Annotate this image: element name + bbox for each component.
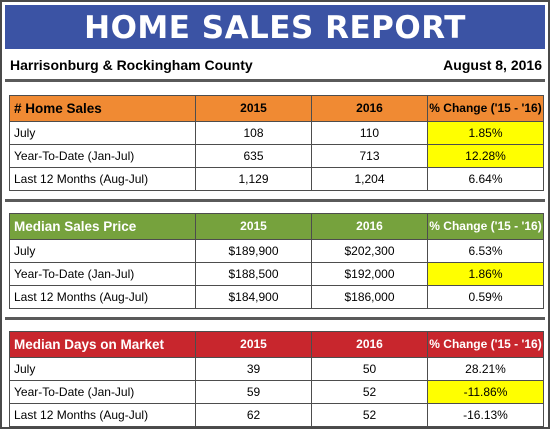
value-2016: $202,300 <box>311 239 428 263</box>
table-row: July 108 110 1.85% <box>9 121 544 145</box>
value-2016: 713 <box>311 144 428 168</box>
row-label: Year-To-Date (Jan-Jul) <box>9 380 196 404</box>
report-title: HOME SALES REPORT <box>5 5 545 49</box>
table-heading: # Home Sales <box>9 95 196 122</box>
value-change: 12.28% <box>427 144 544 168</box>
value-2016: 110 <box>311 121 428 145</box>
value-2015: 59 <box>195 380 312 404</box>
table-row: Year-To-Date (Jan-Jul) 635 713 12.28% <box>9 144 544 168</box>
home-sales-table: # Home Sales 2015 2016 % Change ('15 - '… <box>9 95 544 191</box>
row-label: Last 12 Months (Aug-Jul) <box>9 403 196 427</box>
median-price-table: Median Sales Price 2015 2016 % Change ('… <box>9 213 544 309</box>
table-heading: Median Days on Market <box>9 331 196 358</box>
column-header-2015: 2015 <box>195 213 312 240</box>
report-subheader: Harrisonburg & Rockingham County August … <box>10 55 542 75</box>
value-2016: 50 <box>311 357 428 381</box>
median-days-table: Median Days on Market 2015 2016 % Change… <box>9 331 544 427</box>
value-change: 28.21% <box>427 357 544 381</box>
column-header-2016: 2016 <box>311 213 428 240</box>
table-heading: Median Sales Price <box>9 213 196 240</box>
value-2015: 39 <box>195 357 312 381</box>
value-2015: 108 <box>195 121 312 145</box>
row-label: July <box>9 357 196 381</box>
row-label: Last 12 Months (Aug-Jul) <box>9 167 196 191</box>
value-2015: 62 <box>195 403 312 427</box>
table-row: July $189,900 $202,300 6.53% <box>9 239 544 263</box>
value-change: -16.13% <box>427 403 544 427</box>
value-change: 6.64% <box>427 167 544 191</box>
row-label: Year-To-Date (Jan-Jul) <box>9 262 196 286</box>
value-change: 6.53% <box>427 239 544 263</box>
value-2016: 1,204 <box>311 167 428 191</box>
value-2016: 52 <box>311 380 428 404</box>
table-row: Last 12 Months (Aug-Jul) $184,900 $186,0… <box>9 285 544 309</box>
location-label: Harrisonburg & Rockingham County <box>10 57 253 73</box>
value-change: -11.86% <box>427 380 544 404</box>
column-header-2015: 2015 <box>195 95 312 122</box>
value-change: 1.85% <box>427 121 544 145</box>
value-2015: 1,129 <box>195 167 312 191</box>
value-change: 1.86% <box>427 262 544 286</box>
value-2016: $192,000 <box>311 262 428 286</box>
value-2015: $184,900 <box>195 285 312 309</box>
row-label: Last 12 Months (Aug-Jul) <box>9 285 196 309</box>
divider <box>5 199 545 202</box>
column-header-change: % Change ('15 - '16) <box>427 95 544 122</box>
column-header-2016: 2016 <box>311 331 428 358</box>
row-label: July <box>9 121 196 145</box>
table-header-row: Median Days on Market 2015 2016 % Change… <box>9 331 544 358</box>
table-header-row: # Home Sales 2015 2016 % Change ('15 - '… <box>9 95 544 122</box>
report-date: August 8, 2016 <box>443 57 542 73</box>
column-header-change: % Change ('15 - '16) <box>427 213 544 240</box>
table-row: July 39 50 28.21% <box>9 357 544 381</box>
column-header-change: % Change ('15 - '16) <box>427 331 544 358</box>
divider <box>5 317 545 320</box>
value-2015: $188,500 <box>195 262 312 286</box>
table-row: Year-To-Date (Jan-Jul) 59 52 -11.86% <box>9 380 544 404</box>
row-label: Year-To-Date (Jan-Jul) <box>9 144 196 168</box>
divider <box>5 79 545 82</box>
value-change: 0.59% <box>427 285 544 309</box>
table-row: Last 12 Months (Aug-Jul) 1,129 1,204 6.6… <box>9 167 544 191</box>
value-2015: $189,900 <box>195 239 312 263</box>
value-2016: $186,000 <box>311 285 428 309</box>
value-2015: 635 <box>195 144 312 168</box>
column-header-2016: 2016 <box>311 95 428 122</box>
table-row: Last 12 Months (Aug-Jul) 62 52 -16.13% <box>9 403 544 427</box>
table-row: Year-To-Date (Jan-Jul) $188,500 $192,000… <box>9 262 544 286</box>
row-label: July <box>9 239 196 263</box>
value-2016: 52 <box>311 403 428 427</box>
table-header-row: Median Sales Price 2015 2016 % Change ('… <box>9 213 544 240</box>
column-header-2015: 2015 <box>195 331 312 358</box>
